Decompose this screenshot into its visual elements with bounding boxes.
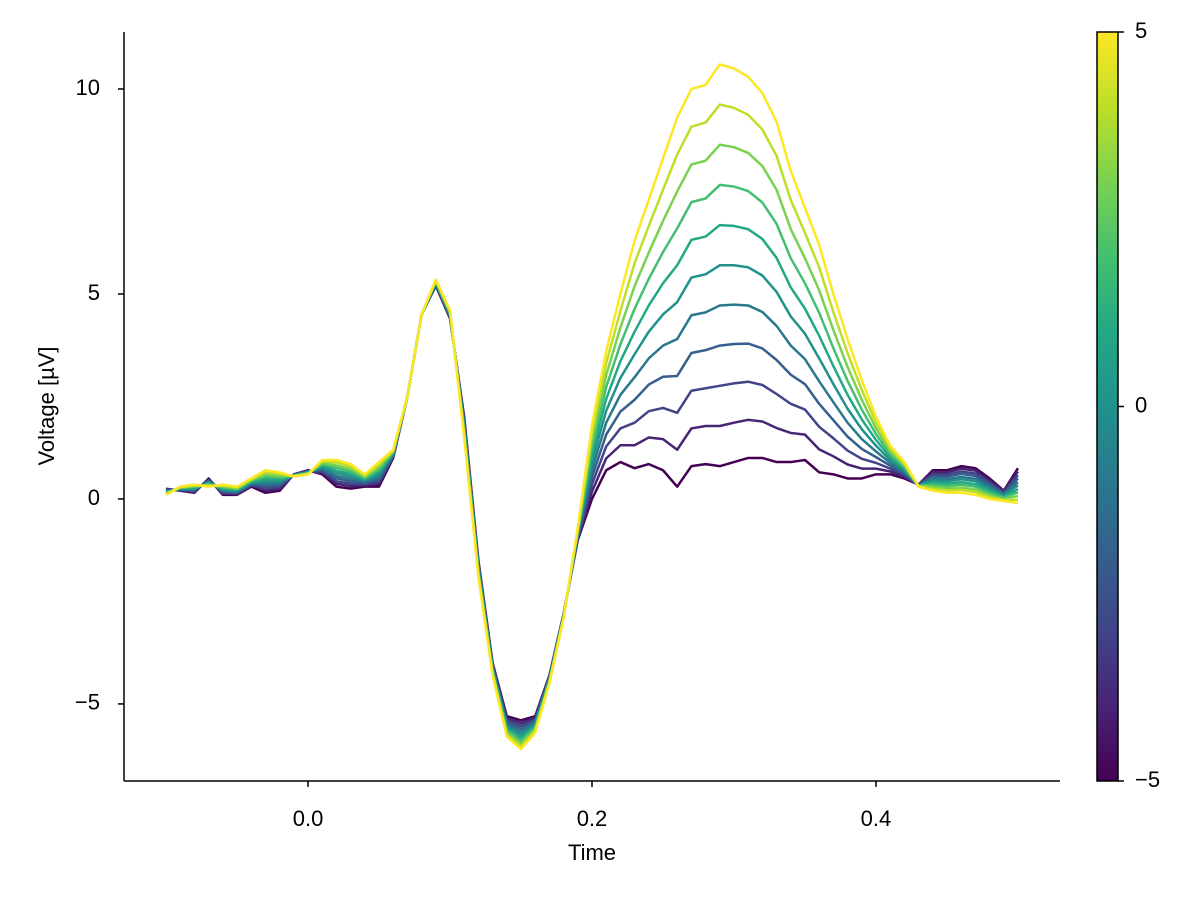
y-tick-label: 0 (88, 485, 100, 510)
colorbar-tick-label: 5 (1135, 18, 1147, 43)
series-line (165, 282, 1019, 734)
x-tick-label: 0.0 (293, 806, 324, 831)
colorbar (1096, 31, 1119, 782)
x-tick-label: 0.2 (577, 806, 608, 831)
series-line (165, 282, 1019, 731)
series-line (166, 283, 1019, 728)
y-tick-label: 10 (76, 75, 100, 100)
x-tick-label: 0.4 (861, 806, 892, 831)
colorbar-tick-label: −5 (1135, 767, 1160, 792)
y-axis-label: Voltage [µV] (34, 346, 59, 465)
series-line (165, 63, 1019, 751)
colorbar-tick-label: 0 (1135, 392, 1147, 417)
y-tick-label: 5 (88, 280, 100, 305)
series-line (165, 284, 1020, 722)
y-tick-label: −5 (75, 690, 100, 715)
series-line (165, 283, 1019, 725)
x-axis-label: Time (568, 840, 616, 865)
